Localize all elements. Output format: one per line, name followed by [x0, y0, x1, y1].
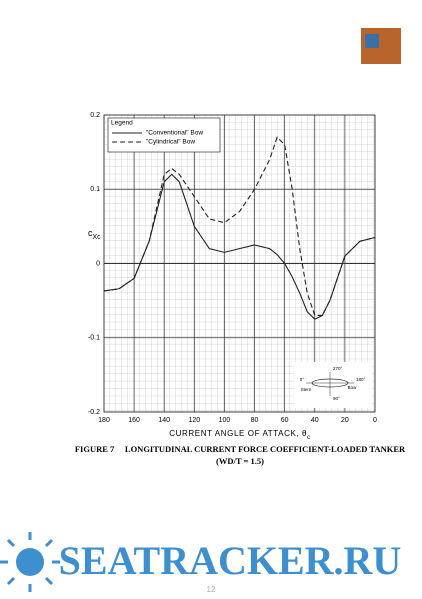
inset-label: 90°: [333, 396, 340, 401]
watermark: SEATRACKER.RU: [59, 538, 402, 583]
x-tick-label: 40: [311, 417, 319, 424]
x-label: CURRENT ANGLE OF ATTACK, θ: [169, 429, 307, 438]
x-tick-label: 180: [98, 417, 110, 424]
watermark-logo: [0, 532, 60, 592]
x-tick-label: 20: [341, 417, 349, 424]
legend-box: [107, 117, 221, 153]
x-tick-label: 0: [373, 417, 377, 424]
legend-label: "Conventional" Bow: [146, 130, 203, 137]
series-line: [103, 136, 376, 317]
y-tick-label: 0.2: [90, 112, 100, 119]
thumbnail-detail: [365, 34, 379, 48]
inset-label: 180°: [356, 377, 366, 382]
page-number: 12: [207, 585, 216, 594]
x-axis-label: CURRENT ANGLE OF ATTACK, θc: [169, 429, 310, 440]
series-line: [103, 173, 376, 320]
chart: -0.2 -0.1 0 0.1 0.2 180 160 140 120 100 80 60 40 20 0 L…: [88, 112, 377, 424]
inset-label: Stern: [301, 387, 312, 392]
y-tick-label: -0.1: [88, 335, 100, 342]
inset-label: 0°: [300, 377, 305, 382]
y-tick-label: 0: [96, 260, 100, 267]
legend-title: Legend: [111, 120, 133, 127]
x-tick-label: 140: [158, 417, 170, 424]
y-tick-label: -0.2: [88, 409, 100, 416]
x-tick-label: 160: [128, 417, 140, 424]
caption-line: (WD/T = 1.5): [216, 456, 264, 466]
inset-label: 270°: [333, 366, 343, 371]
y-label-sub: Xc: [93, 234, 102, 241]
y-tick-label: 0.1: [90, 186, 100, 193]
x-tick-label: 60: [281, 417, 289, 424]
inset-label: Bow: [348, 385, 358, 390]
x-tick-label: 80: [251, 417, 259, 424]
x-tick-label: 120: [188, 417, 200, 424]
legend-label: "Cylindrical" Bow: [146, 139, 195, 146]
y-label: c: [88, 228, 93, 238]
x-label-sub: c: [307, 435, 311, 441]
caption-line: FIGURE 7 LONGITUDINAL CURRENT FORCE COEF…: [75, 444, 406, 454]
inset-box: [294, 362, 372, 408]
x-tick-label: 100: [219, 417, 231, 424]
y-axis-label: cXc: [88, 228, 101, 240]
